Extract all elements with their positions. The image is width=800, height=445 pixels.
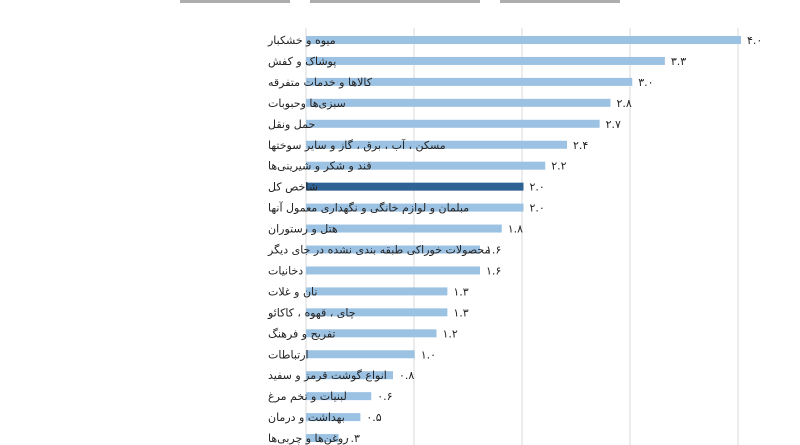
bar-19 — [306, 434, 339, 443]
bars — [306, 36, 741, 443]
bar-14 — [306, 329, 437, 338]
category-label-16: انواع گوشت قرمز و سفید — [268, 369, 387, 382]
bar-9 — [306, 224, 502, 233]
category-label-11: دخانیات — [268, 264, 303, 277]
bar-8 — [306, 203, 524, 212]
bar-16 — [306, 371, 393, 380]
value-label-10: ۱.۶ — [486, 244, 501, 257]
bar-7 — [306, 182, 524, 191]
value-label-2: ۳.۰ — [638, 76, 653, 89]
value-label-7: ۲.۰ — [530, 181, 545, 194]
value-label-3: ۲.۸ — [617, 97, 632, 110]
category-label-9: هتل و رستوران — [268, 223, 338, 236]
category-label-19: روغن‌ها و چربی‌ها — [268, 432, 348, 445]
value-label-6: ۲.۲ — [551, 160, 566, 173]
bar-1 — [306, 56, 665, 65]
value-label-13: ۱.۳ — [453, 306, 468, 319]
gridlines — [305, 28, 739, 445]
title-fragment-mark-2 — [500, 0, 620, 3]
category-label-6: قند و شکر و شیرینی‌ها — [268, 160, 372, 173]
category-label-3: سبزی‌ها وحبوبات — [268, 97, 346, 110]
value-label-0: ۴.۰ — [747, 34, 762, 47]
value-label-14: ۱.۲ — [443, 327, 458, 340]
bar-3 — [306, 98, 611, 107]
category-label-10: محصولات خوراکی طبقه بندی نشده در جای دیگ… — [267, 244, 490, 257]
category-label-14: تفریح و فرهنگ — [268, 327, 335, 340]
category-label-18: بهداشت و درمان — [268, 411, 345, 424]
category-label-17: لبنیات و تخم مرغ — [268, 390, 347, 403]
category-label-8: مبلمان و لوازم خانگی و نگهداری معمول آنه… — [268, 201, 469, 215]
value-label-15: ۱.۰ — [421, 348, 436, 361]
bar-10 — [306, 245, 480, 254]
title-fragment-mark-1 — [310, 0, 480, 3]
category-label-1: پوشاک و کفش — [268, 55, 336, 68]
bar-11 — [306, 266, 480, 275]
value-label-8: ۲.۰ — [530, 202, 545, 215]
bar-15 — [306, 350, 415, 359]
bar-17 — [306, 392, 372, 401]
bar-4 — [306, 119, 600, 128]
bar-18 — [306, 413, 361, 422]
value-label-5: ۲.۴ — [573, 139, 588, 152]
value-label-18: ۰.۵ — [366, 411, 381, 424]
category-labels: میوه و خشکبار پوشاک و کفش کالاها و خدمات م… — [267, 34, 490, 445]
title-fragment-mark-0 — [180, 0, 290, 3]
value-label-4: ۲.۷ — [606, 118, 621, 131]
value-labels: ۴.۰ ۳.۳ ۳.۰ ۲.۸ ۲.۷ ۲.۴ ۲.۲ ۲.۰ ۲.۰ ۱.۸ ۱.۶ ۱.۶ ۱.۳ ۱… — [345, 34, 763, 445]
value-label-9: ۱.۸ — [508, 223, 523, 236]
category-label-0: میوه و خشکبار — [267, 34, 336, 47]
chart-title-fragment — [180, 0, 620, 3]
value-label-11: ۱.۶ — [486, 264, 501, 277]
bar-2 — [306, 77, 633, 86]
bar-5 — [306, 140, 567, 149]
value-label-17: ۰.۶ — [377, 390, 392, 403]
category-label-7: شاخص کل — [268, 181, 318, 194]
category-label-5: مسکن ، آب ، برق ، گاز و سایر سوختها — [268, 138, 446, 152]
bar-0 — [306, 36, 741, 44]
category-label-2: کالاها و خدمات متفرقه — [268, 76, 373, 89]
value-label-16: ۰.۸ — [399, 369, 414, 382]
value-label-1: ۳.۳ — [671, 55, 686, 68]
bar-13 — [306, 308, 448, 317]
value-label-12: ۱.۳ — [453, 285, 468, 298]
category-label-4: حمل ونقل — [268, 118, 315, 131]
bar-12 — [306, 287, 448, 296]
bar-6 — [306, 161, 546, 170]
category-label-15: ارتباطات — [268, 348, 309, 361]
category-label-13: چای ، قهوه ، کاکائو — [267, 306, 356, 319]
category-label-12: نان و غلات — [268, 285, 317, 298]
value-label-19: ۰.۳ — [345, 432, 360, 445]
